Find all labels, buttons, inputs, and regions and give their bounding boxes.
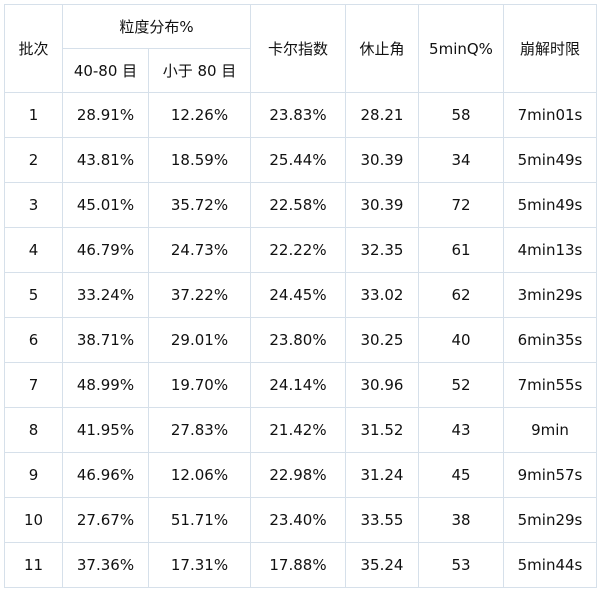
table-cell: 7 xyxy=(4,362,63,408)
table-cell: 38 xyxy=(418,497,504,543)
table-cell: 46.79% xyxy=(62,227,149,273)
header-below-80-mesh: 小于 80 目 xyxy=(148,48,251,93)
table-cell: 40 xyxy=(418,317,504,363)
table-row: 8 41.95% 27.83% 21.42% 31.52 43 9min xyxy=(4,407,597,453)
table-cell: 31.24 xyxy=(345,452,419,498)
table-cell: 27.83% xyxy=(148,407,251,453)
table-row: 9 46.96% 12.06% 22.98% 31.24 45 9min57s xyxy=(4,452,597,498)
table-cell: 35.72% xyxy=(148,182,251,228)
table-cell: 38.71% xyxy=(62,317,149,363)
table-row: 10 27.67% 51.71% 23.40% 33.55 38 5min29s xyxy=(4,497,597,543)
table-cell: 43 xyxy=(418,407,504,453)
table-cell: 23.80% xyxy=(250,317,346,363)
table-cell: 3min29s xyxy=(503,272,597,318)
table-cell: 12.26% xyxy=(148,92,251,138)
table-cell: 9 xyxy=(4,452,63,498)
table-cell: 61 xyxy=(418,227,504,273)
data-table: 批次 粒度分布% 卡尔指数 休止角 5minQ% 崩解时限 40-80 目 小于… xyxy=(4,4,597,588)
table-cell: 32.35 xyxy=(345,227,419,273)
table-cell: 34 xyxy=(418,137,504,183)
table-cell: 27.67% xyxy=(62,497,149,543)
table-cell: 28.21 xyxy=(345,92,419,138)
table-cell: 30.39 xyxy=(345,137,419,183)
table-cell: 24.14% xyxy=(250,362,346,408)
header-row: 批次 粒度分布% 卡尔指数 休止角 5minQ% 崩解时限 xyxy=(4,4,597,93)
table-cell: 33.55 xyxy=(345,497,419,543)
table-cell: 48.99% xyxy=(62,362,149,408)
table-cell: 24.45% xyxy=(250,272,346,318)
header-particle-distribution: 粒度分布% xyxy=(62,4,251,49)
table-cell: 58 xyxy=(418,92,504,138)
table-cell: 5min49s xyxy=(503,137,597,183)
header-40-80-mesh: 40-80 目 xyxy=(62,48,149,93)
table-cell: 7min55s xyxy=(503,362,597,408)
table-cell: 6 xyxy=(4,317,63,363)
table-cell: 10 xyxy=(4,497,63,543)
header-carr-index: 卡尔指数 xyxy=(250,4,346,93)
table-cell: 41.95% xyxy=(62,407,149,453)
table-cell: 12.06% xyxy=(148,452,251,498)
table-cell: 23.83% xyxy=(250,92,346,138)
table-row: 1 28.91% 12.26% 23.83% 28.21 58 7min01s xyxy=(4,92,597,138)
table-cell: 28.91% xyxy=(62,92,149,138)
table-cell: 29.01% xyxy=(148,317,251,363)
table-cell: 2 xyxy=(4,137,63,183)
table-cell: 7min01s xyxy=(503,92,597,138)
header-batch: 批次 xyxy=(4,4,63,93)
table-cell: 4min13s xyxy=(503,227,597,273)
table-cell: 46.96% xyxy=(62,452,149,498)
table-row: 2 43.81% 18.59% 25.44% 30.39 34 5min49s xyxy=(4,137,597,183)
table-cell: 5min44s xyxy=(503,542,597,588)
table-cell: 9min57s xyxy=(503,452,597,498)
table-cell: 31.52 xyxy=(345,407,419,453)
table-cell: 33.24% xyxy=(62,272,149,318)
table-cell: 21.42% xyxy=(250,407,346,453)
table-cell: 11 xyxy=(4,542,63,588)
table-cell: 25.44% xyxy=(250,137,346,183)
table-row: 4 46.79% 24.73% 22.22% 32.35 61 4min13s xyxy=(4,227,597,273)
table-cell: 23.40% xyxy=(250,497,346,543)
table-cell: 33.02 xyxy=(345,272,419,318)
table-cell: 5 xyxy=(4,272,63,318)
table-cell: 51.71% xyxy=(148,497,251,543)
table-cell: 3 xyxy=(4,182,63,228)
table-cell: 30.96 xyxy=(345,362,419,408)
table-cell: 43.81% xyxy=(62,137,149,183)
table-cell: 4 xyxy=(4,227,63,273)
table-cell: 30.39 xyxy=(345,182,419,228)
header-disintegration: 崩解时限 xyxy=(503,4,597,93)
table-cell: 22.58% xyxy=(250,182,346,228)
table-cell: 17.31% xyxy=(148,542,251,588)
table-row: 5 33.24% 37.22% 24.45% 33.02 62 3min29s xyxy=(4,272,597,318)
table-cell: 9min xyxy=(503,407,597,453)
table-cell: 24.73% xyxy=(148,227,251,273)
table-cell: 37.36% xyxy=(62,542,149,588)
table-cell: 22.22% xyxy=(250,227,346,273)
header-subrow: 40-80 目 小于 80 目 xyxy=(5,48,597,93)
table-cell: 53 xyxy=(418,542,504,588)
table-cell: 30.25 xyxy=(345,317,419,363)
header-angle-of-repose: 休止角 xyxy=(345,4,419,93)
table-cell: 52 xyxy=(418,362,504,408)
table-cell: 35.24 xyxy=(345,542,419,588)
table-row: 11 37.36% 17.31% 17.88% 35.24 53 5min44s xyxy=(4,542,597,588)
table-cell: 6min35s xyxy=(503,317,597,363)
table-row: 7 48.99% 19.70% 24.14% 30.96 52 7min55s xyxy=(4,362,597,408)
table-cell: 18.59% xyxy=(148,137,251,183)
table-cell: 5min49s xyxy=(503,182,597,228)
table-cell: 45.01% xyxy=(62,182,149,228)
table-row: 6 38.71% 29.01% 23.80% 30.25 40 6min35s xyxy=(4,317,597,363)
table-cell: 19.70% xyxy=(148,362,251,408)
table-cell: 45 xyxy=(418,452,504,498)
table-row: 3 45.01% 35.72% 22.58% 30.39 72 5min49s xyxy=(4,182,597,228)
table-cell: 72 xyxy=(418,182,504,228)
table-cell: 17.88% xyxy=(250,542,346,588)
table-cell: 1 xyxy=(4,92,63,138)
table-cell: 22.98% xyxy=(250,452,346,498)
header-q5min: 5minQ% xyxy=(418,4,504,93)
table-cell: 5min29s xyxy=(503,497,597,543)
table-cell: 62 xyxy=(418,272,504,318)
table-cell: 37.22% xyxy=(148,272,251,318)
table-cell: 8 xyxy=(4,407,63,453)
